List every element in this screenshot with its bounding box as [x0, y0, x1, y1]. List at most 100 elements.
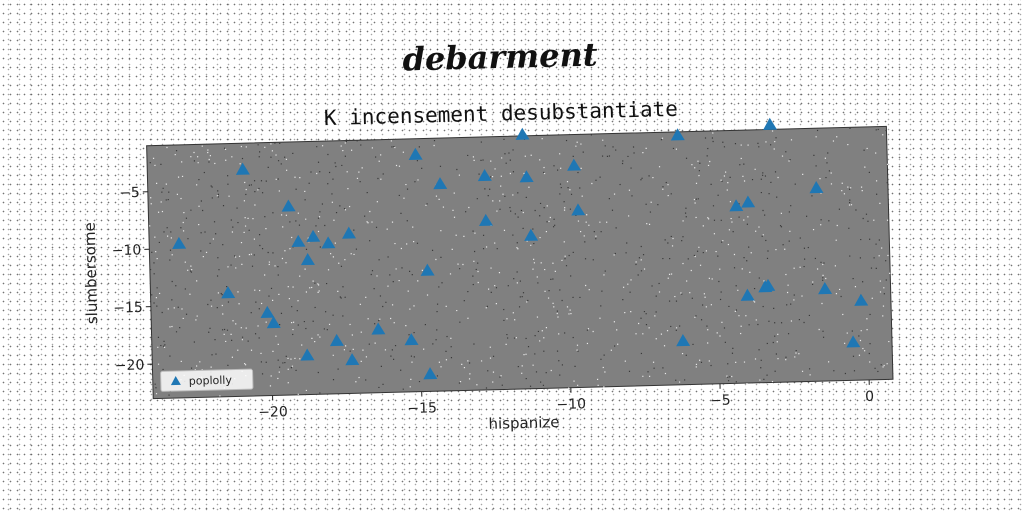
noise-speck: [295, 369, 297, 372]
noise-speck: [496, 248, 498, 250]
noise-speck: [319, 392, 321, 394]
noise-speck: [376, 201, 378, 203]
noise-speck: [722, 141, 724, 143]
noise-speck: [769, 144, 772, 146]
noise-speck: [250, 312, 252, 314]
noise-speck: [506, 337, 509, 339]
noise-speck: [777, 176, 779, 179]
noise-speck: [746, 260, 748, 262]
noise-speck: [874, 367, 876, 369]
noise-speck: [182, 230, 185, 232]
noise-speck: [193, 151, 195, 154]
noise-speck: [392, 281, 394, 283]
x-tick-label: −20: [258, 404, 288, 421]
noise-speck: [253, 254, 255, 256]
noise-speck: [258, 233, 261, 236]
noise-speck: [588, 289, 590, 291]
noise-speck: [280, 163, 282, 165]
noise-speck: [852, 277, 854, 280]
noise-speck: [261, 248, 264, 250]
noise-speck: [803, 247, 806, 249]
noise-speck: [450, 357, 453, 359]
noise-speck: [522, 292, 525, 294]
noise-speck: [185, 217, 188, 219]
noise-speck: [324, 224, 326, 227]
noise-speck: [468, 378, 471, 380]
noise-speck: [600, 358, 602, 360]
noise-speck: [345, 345, 347, 347]
noise-speck: [761, 174, 764, 176]
noise-speck: [391, 146, 393, 148]
noise-speck: [735, 381, 737, 383]
noise-speck: [197, 162, 199, 164]
noise-speck: [823, 262, 825, 264]
noise-speck: [561, 364, 564, 366]
noise-speck: [788, 160, 790, 162]
noise-speck: [264, 216, 266, 218]
noise-speck: [764, 175, 767, 177]
noise-speck: [509, 206, 511, 209]
noise-speck: [827, 361, 830, 363]
noise-speck: [170, 231, 172, 233]
noise-speck: [253, 238, 256, 240]
noise-speck: [749, 271, 751, 273]
noise-speck: [512, 194, 514, 196]
noise-speck: [182, 221, 184, 224]
noise-speck: [576, 344, 579, 346]
noise-speck: [541, 138, 543, 140]
noise-speck: [227, 183, 229, 185]
noise-speck: [675, 379, 677, 381]
noise-speck: [719, 298, 722, 301]
noise-speck: [417, 280, 419, 282]
noise-speck: [411, 361, 413, 363]
noise-speck: [392, 358, 395, 360]
noise-speck: [260, 361, 263, 363]
noise-speck: [155, 251, 157, 253]
noise-speck: [285, 355, 287, 357]
noise-speck: [218, 269, 220, 271]
noise-speck: [228, 195, 230, 197]
noise-speck: [453, 216, 456, 218]
noise-speck: [777, 358, 779, 360]
noise-speck: [869, 361, 871, 363]
noise-speck: [812, 281, 814, 283]
noise-speck: [667, 184, 669, 186]
noise-speck: [674, 295, 676, 298]
noise-speck: [556, 310, 559, 312]
noise-speck: [494, 168, 496, 170]
noise-speck: [888, 340, 890, 343]
noise-speck: [344, 155, 346, 157]
noise-speck: [532, 268, 534, 270]
noise-speck: [740, 325, 742, 327]
noise-speck: [836, 136, 838, 138]
scatter-point: [291, 234, 306, 248]
noise-speck: [329, 253, 332, 255]
noise-speck: [217, 190, 219, 192]
noise-speck: [365, 379, 367, 381]
noise-speck: [472, 275, 474, 277]
noise-speck: [160, 201, 162, 203]
noise-speck: [157, 346, 159, 348]
noise-speck: [327, 269, 330, 271]
noise-speck: [277, 359, 279, 361]
noise-speck: [200, 250, 202, 252]
noise-speck: [723, 327, 726, 329]
noise-speck: [167, 198, 169, 201]
noise-speck: [766, 342, 768, 345]
legend[interactable]: poplolly: [160, 368, 254, 392]
scatter-point: [519, 170, 534, 183]
noise-speck: [882, 305, 885, 307]
noise-speck: [702, 225, 704, 227]
noise-speck: [773, 307, 775, 309]
noise-speck: [187, 238, 189, 240]
noise-speck: [568, 254, 570, 257]
noise-speck: [821, 302, 823, 305]
noise-speck: [554, 224, 556, 226]
noise-speck: [600, 305, 602, 307]
noise-speck: [315, 225, 317, 227]
noise-speck: [489, 176, 492, 178]
noise-speck: [514, 319, 516, 321]
x-tick-label: 0: [865, 389, 874, 405]
noise-speck: [695, 182, 698, 184]
scatter-point: [479, 213, 494, 227]
